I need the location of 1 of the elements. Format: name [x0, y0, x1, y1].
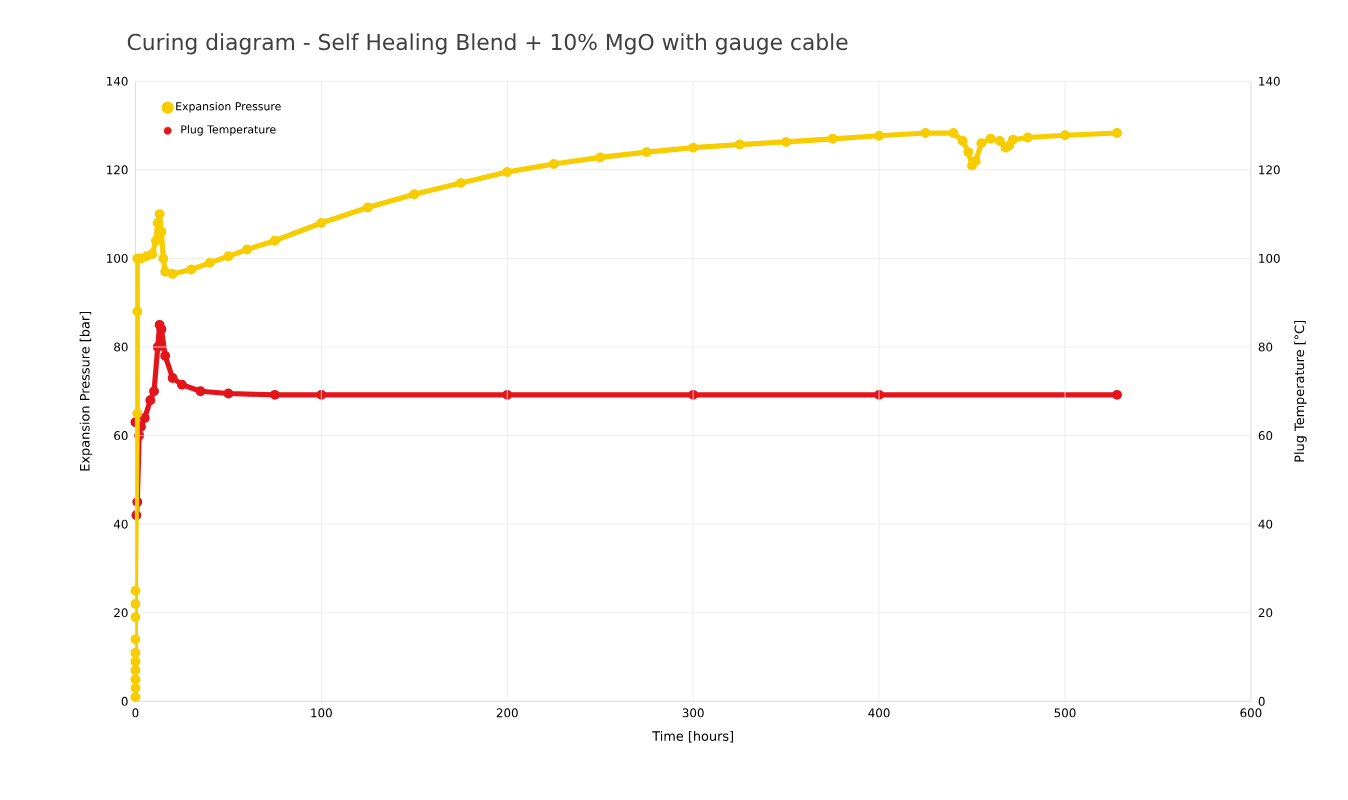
chart-title: Curing diagram - Self Healing Blend + 10% MgO with gauge cable — [127, 33, 848, 55]
